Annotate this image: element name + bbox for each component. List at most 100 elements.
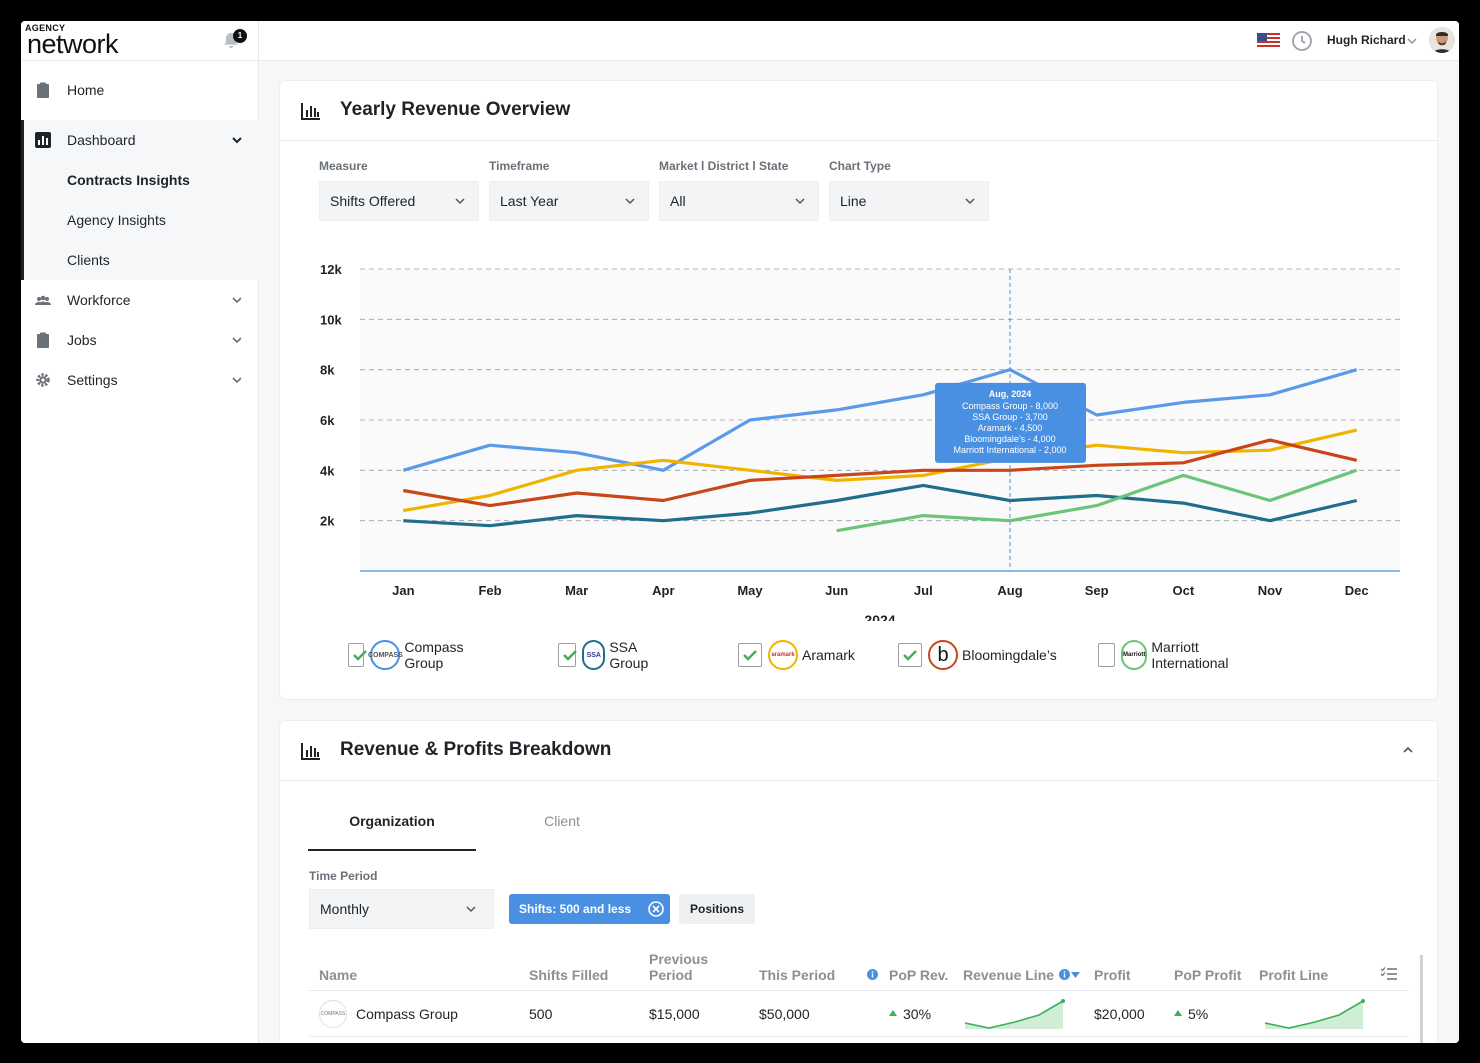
- sidebar-item-label: Dashboard: [67, 132, 136, 148]
- logo[interactable]: network: [27, 29, 119, 59]
- select-value: Shifts Offered: [330, 193, 416, 209]
- row-pop-rev: 30%: [903, 1006, 932, 1022]
- logo-small-text: AGENCY: [25, 23, 66, 33]
- chart-type-select[interactable]: Line: [829, 181, 989, 221]
- column-header-profit-line[interactable]: Profit Line: [1259, 967, 1329, 983]
- legend-item-compass-group[interactable]: COMPASS Compass Group: [348, 639, 471, 671]
- shifts-filter-chip[interactable]: Shifts: 500 and less: [509, 894, 670, 924]
- legend-checkbox[interactable]: [738, 643, 762, 667]
- market-select[interactable]: All: [659, 181, 819, 221]
- column-header-profit[interactable]: Profit: [1094, 967, 1131, 983]
- us-flag-icon[interactable]: [1257, 33, 1280, 48]
- legend-item-bloomingdales[interactable]: b Bloomingdale’s: [898, 639, 1057, 671]
- check-icon: [563, 650, 577, 661]
- column-settings-icon[interactable]: [1381, 967, 1397, 981]
- chevron-down-icon: [625, 198, 635, 205]
- sidebar-item-jobs[interactable]: Jobs: [21, 320, 259, 360]
- sidebar-item-home[interactable]: Home: [21, 70, 259, 110]
- x-tick-label: Nov: [1258, 583, 1283, 598]
- sidebar-item-label: Workforce: [67, 292, 131, 308]
- avatar[interactable]: [1429, 27, 1455, 53]
- filter-chart-type: Chart Type Line: [829, 159, 989, 221]
- filter-label: Timeframe: [489, 159, 550, 173]
- x-tick-label: Feb: [478, 583, 501, 598]
- gear-icon: [36, 373, 50, 387]
- x-tick-label: Oct: [1172, 583, 1194, 598]
- row-this-period: $50,000: [759, 1006, 810, 1022]
- sidebar-item-label: Jobs: [67, 332, 97, 348]
- x-tick-label: Aug: [997, 583, 1022, 598]
- column-header-pop-rev[interactable]: PoP Rev.: [889, 967, 949, 983]
- series-line-aramark: [403, 428, 1358, 513]
- filter-market: Market l District l State All: [659, 159, 819, 221]
- column-header-previous-period[interactable]: Previous Period: [649, 951, 709, 983]
- legend-label: Aramark: [802, 647, 855, 663]
- table-header: Name Shifts Filled Previous Period This …: [309, 949, 1409, 991]
- y-tick-label: 4k: [320, 463, 335, 478]
- clock-icon[interactable]: [1291, 30, 1313, 52]
- close-icon[interactable]: [648, 901, 664, 917]
- y-tick-label: 10k: [320, 312, 342, 327]
- legend-item-ssa-group[interactable]: SSA SSA Group: [558, 639, 661, 671]
- timeframe-select[interactable]: Last Year: [489, 181, 649, 221]
- chevron-down-icon[interactable]: [231, 294, 243, 306]
- info-icon[interactable]: [867, 969, 878, 980]
- top-bar: Hugh Richard: [259, 21, 1459, 61]
- filter-label: Market l District l State: [659, 159, 789, 173]
- tab-organization[interactable]: Organization: [308, 801, 476, 851]
- legend-checkbox[interactable]: [348, 643, 367, 667]
- tooltip-line: Bloomingdale’s - 4,000: [964, 434, 1055, 444]
- ssa-group-logo: SSA: [582, 640, 606, 670]
- chevron-down-icon[interactable]: [1407, 36, 1417, 46]
- tab-client[interactable]: Client: [544, 813, 580, 829]
- sidebar-item-settings[interactable]: Settings: [21, 360, 259, 400]
- column-header-shifts-filled[interactable]: Shifts Filled: [529, 967, 609, 983]
- sidebar-subitem-contracts-insights[interactable]: Contracts Insights: [67, 172, 190, 188]
- x-tick-label: Jan: [392, 583, 414, 598]
- sidebar-item-workforce[interactable]: Workforce: [21, 280, 259, 320]
- column-header-this-period[interactable]: This Period: [759, 967, 836, 983]
- x-tick-label: Mar: [565, 583, 588, 598]
- chevron-up-icon[interactable]: [1401, 743, 1415, 757]
- sidebar-group-dashboard: Dashboard Contracts Insights Agency Insi…: [21, 120, 259, 280]
- check-icon: [353, 650, 367, 661]
- sidebar-subitem-clients[interactable]: Clients: [67, 252, 110, 268]
- card-header: Yearly Revenue Overview: [280, 81, 1437, 141]
- clipboard-icon: [37, 82, 49, 98]
- legend-item-marriott[interactable]: Marriott Marriott International: [1098, 639, 1239, 671]
- logo-row: AGENCY network 1: [21, 21, 258, 61]
- sort-down-icon[interactable]: [1071, 972, 1080, 978]
- series-line-marriott-international: [836, 468, 1358, 533]
- table-row[interactable]: COMPASS Compass Group 500 $15,000 $50,00…: [309, 991, 1409, 1037]
- table-scrollbar[interactable]: [1420, 955, 1423, 1043]
- tooltip-line: Compass Group - 8,000: [962, 401, 1058, 411]
- select-value: All: [670, 193, 686, 209]
- time-period-select[interactable]: Monthly: [309, 889, 494, 929]
- column-header-name[interactable]: Name: [319, 967, 358, 983]
- series-line-ssa-group: [403, 483, 1358, 528]
- x-axis-label: 2024: [864, 612, 895, 621]
- column-header-revenue-line[interactable]: Revenue Line: [963, 967, 1055, 983]
- legend-checkbox[interactable]: [1098, 643, 1116, 667]
- compass-group-logo: COMPASS: [368, 640, 403, 670]
- column-header-pop-profit[interactable]: PoP Profit: [1174, 967, 1242, 983]
- y-tick-label: 8k: [320, 363, 335, 378]
- aramark-logo: aramark: [768, 640, 798, 670]
- sidebar: AGENCY network 1 Home Dashboard Contract…: [21, 21, 259, 1043]
- legend-item-aramark[interactable]: aramark Aramark: [738, 639, 855, 671]
- sidebar-item-dashboard[interactable]: Dashboard: [24, 120, 259, 160]
- chevron-down-icon[interactable]: [231, 374, 243, 386]
- chevron-down-icon[interactable]: [231, 334, 243, 346]
- measure-select[interactable]: Shifts Offered: [319, 181, 479, 221]
- revenue-sparkline: [964, 999, 1065, 1029]
- chevron-up-icon[interactable]: [231, 134, 243, 146]
- info-icon[interactable]: [1059, 969, 1070, 980]
- sidebar-subitem-agency-insights[interactable]: Agency Insights: [67, 212, 166, 228]
- bar-chart-icon: [301, 743, 320, 760]
- user-name[interactable]: Hugh Richard: [1327, 33, 1406, 47]
- positions-chip[interactable]: Positions: [679, 894, 755, 924]
- compass-group-logo: COMPASS: [319, 1000, 347, 1028]
- legend-checkbox[interactable]: [558, 643, 577, 667]
- select-value: Line: [840, 193, 867, 209]
- legend-checkbox[interactable]: [898, 643, 922, 667]
